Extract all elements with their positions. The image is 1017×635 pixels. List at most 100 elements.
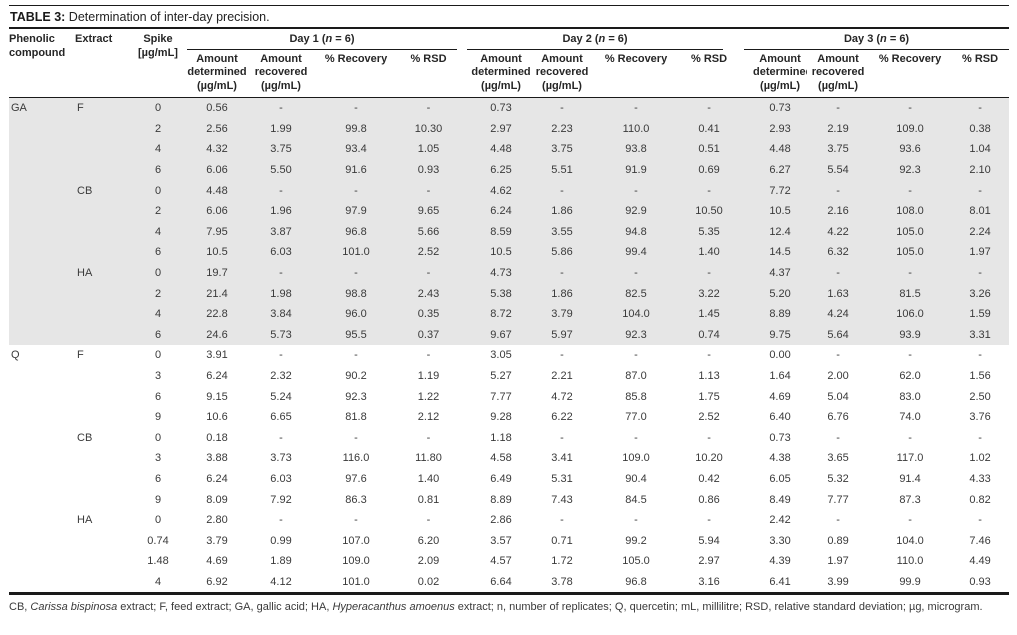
value-cell: 90.2 bbox=[345, 370, 367, 383]
value-cell: - bbox=[836, 102, 840, 115]
value-cell: - bbox=[707, 184, 711, 197]
value-cell: 3.75 bbox=[270, 143, 292, 156]
value-cell: - bbox=[426, 102, 431, 115]
value-cell: 74.0 bbox=[899, 411, 921, 424]
col-header-extract: Extract bbox=[75, 29, 132, 98]
value-cell: - bbox=[908, 514, 912, 527]
value-cell: 2.97 bbox=[490, 122, 512, 135]
value-cell: 1.13 bbox=[698, 370, 720, 383]
value-cell: 6.06 bbox=[206, 164, 228, 177]
value-cell: 93.6 bbox=[899, 143, 921, 156]
title-rule bbox=[9, 27, 1009, 29]
value-cell: 77.0 bbox=[625, 411, 647, 424]
table-row: HA 0 19.7 - - - 4.73 - - - 4.37 - - - bbox=[9, 262, 1010, 284]
col-header-rsd-day1: % RSD bbox=[400, 49, 458, 98]
spike-cell: 1.48 bbox=[147, 555, 169, 568]
extract-cell bbox=[75, 283, 132, 304]
extract-cell: HA bbox=[77, 514, 93, 527]
spike-cell: 4 bbox=[154, 143, 162, 156]
value-cell: 10.5 bbox=[206, 246, 228, 259]
value-cell: 93.4 bbox=[345, 143, 367, 156]
extract-cell bbox=[75, 304, 132, 325]
value-cell: 92.3 bbox=[345, 390, 367, 403]
value-cell: 101.0 bbox=[342, 246, 370, 259]
value-cell: - bbox=[707, 102, 711, 115]
compound-cell bbox=[9, 386, 75, 407]
value-cell: 2.21 bbox=[551, 370, 573, 383]
value-cell: 1.02 bbox=[969, 452, 991, 465]
value-cell: 105.0 bbox=[622, 555, 650, 568]
value-cell: 3.75 bbox=[827, 143, 849, 156]
value-cell: 2.00 bbox=[827, 370, 849, 383]
value-cell: 4.39 bbox=[769, 555, 791, 568]
value-cell: 5.97 bbox=[551, 328, 573, 341]
extract-cell bbox=[75, 551, 132, 572]
table-row: 9 8.09 7.92 86.3 0.81 8.89 7.43 84.5 0.86 8.49 7.7… bbox=[9, 489, 1009, 510]
value-cell: 116.0 bbox=[342, 452, 370, 465]
spike-cell: 2 bbox=[154, 205, 162, 218]
value-cell: - bbox=[836, 514, 840, 527]
value-cell: - bbox=[908, 349, 912, 362]
compound-cell bbox=[9, 222, 75, 243]
value-cell: 1.04 bbox=[969, 143, 991, 156]
value-cell: 87.0 bbox=[625, 370, 647, 383]
value-cell: 0.86 bbox=[698, 493, 720, 506]
value-cell: 3.05 bbox=[490, 349, 512, 362]
col-header-label: Amount determined (µg/mL) bbox=[471, 52, 531, 92]
value-cell: 0.73 bbox=[769, 431, 791, 444]
value-cell: 1.96 bbox=[270, 205, 292, 218]
value-cell: 4.58 bbox=[490, 452, 512, 465]
value-cell: 0.56 bbox=[206, 102, 228, 115]
value-cell: 3.75 bbox=[551, 143, 573, 156]
value-cell: 2.12 bbox=[417, 411, 440, 424]
col-header-label: Amount recovered (µg/mL) bbox=[811, 52, 865, 92]
value-cell: 6.03 bbox=[270, 246, 292, 259]
col-header-label: Amount determined (µg/mL) bbox=[753, 52, 808, 92]
compound-cell bbox=[9, 283, 75, 304]
value-cell: 91.9 bbox=[625, 164, 647, 177]
value-cell: 92.3 bbox=[625, 328, 647, 341]
value-cell: 5.38 bbox=[490, 287, 512, 300]
value-cell: 8.09 bbox=[206, 493, 228, 506]
value-cell: - bbox=[354, 349, 358, 362]
table-row: 6 6.06 5.50 91.6 0.93 6.25 5.51 91.9 0.69 6.27 5.5… bbox=[9, 159, 1010, 181]
table-row: CB 0 4.48 - - - 4.62 - - - 7.72 - - - bbox=[9, 180, 1010, 201]
value-cell: 86.3 bbox=[345, 493, 367, 506]
value-cell: 10.5 bbox=[769, 205, 791, 218]
table-row: 6 6.24 6.03 97.6 1.40 6.49 5.31 90.4 0.42 6.05 5.3… bbox=[9, 469, 1009, 490]
value-cell: 8.89 bbox=[769, 308, 791, 321]
value-cell: 6.40 bbox=[769, 411, 791, 424]
value-cell: - bbox=[354, 267, 358, 280]
table-header: Phenolic compound Extract Spike [µg/mL] … bbox=[9, 29, 1010, 98]
value-cell: 2.32 bbox=[270, 370, 292, 383]
value-cell: 5.50 bbox=[270, 164, 292, 177]
spike-cell: 0 bbox=[154, 349, 162, 362]
compound-cell bbox=[9, 139, 75, 160]
value-cell: 6.49 bbox=[490, 472, 512, 485]
value-cell: 2.09 bbox=[417, 555, 440, 568]
value-cell: 81.5 bbox=[899, 287, 921, 300]
value-cell: 101.0 bbox=[342, 575, 370, 588]
spike-cell: 0 bbox=[154, 267, 162, 280]
value-cell: 4.48 bbox=[490, 143, 512, 156]
value-cell: 7.72 bbox=[769, 184, 791, 197]
value-cell: 97.9 bbox=[345, 205, 367, 218]
compound-cell: Q bbox=[11, 349, 20, 362]
value-cell: 8.72 bbox=[490, 308, 512, 321]
value-cell: 0.73 bbox=[769, 102, 791, 115]
value-cell: 0.82 bbox=[969, 493, 991, 506]
spike-cell: 4 bbox=[154, 225, 162, 238]
value-cell: 6.06 bbox=[206, 205, 228, 218]
table-row: 4 22.8 3.84 96.0 0.35 8.72 3.79 104.0 1.45 8.89 4.… bbox=[9, 303, 1010, 325]
compound-cell bbox=[9, 325, 75, 346]
value-cell: 6.27 bbox=[769, 164, 791, 177]
col-header-rsd-day2: % RSD bbox=[679, 49, 740, 98]
value-cell: 1.22 bbox=[417, 390, 440, 403]
col-header-recovery-day1: % Recovery bbox=[312, 49, 400, 98]
value-cell: 110.0 bbox=[622, 122, 650, 135]
value-cell: 5.94 bbox=[698, 534, 720, 547]
value-cell: 99.9 bbox=[899, 575, 921, 588]
value-cell: 1.64 bbox=[769, 370, 791, 383]
extract-cell: F bbox=[77, 102, 84, 115]
value-cell: 2.42 bbox=[769, 514, 791, 527]
